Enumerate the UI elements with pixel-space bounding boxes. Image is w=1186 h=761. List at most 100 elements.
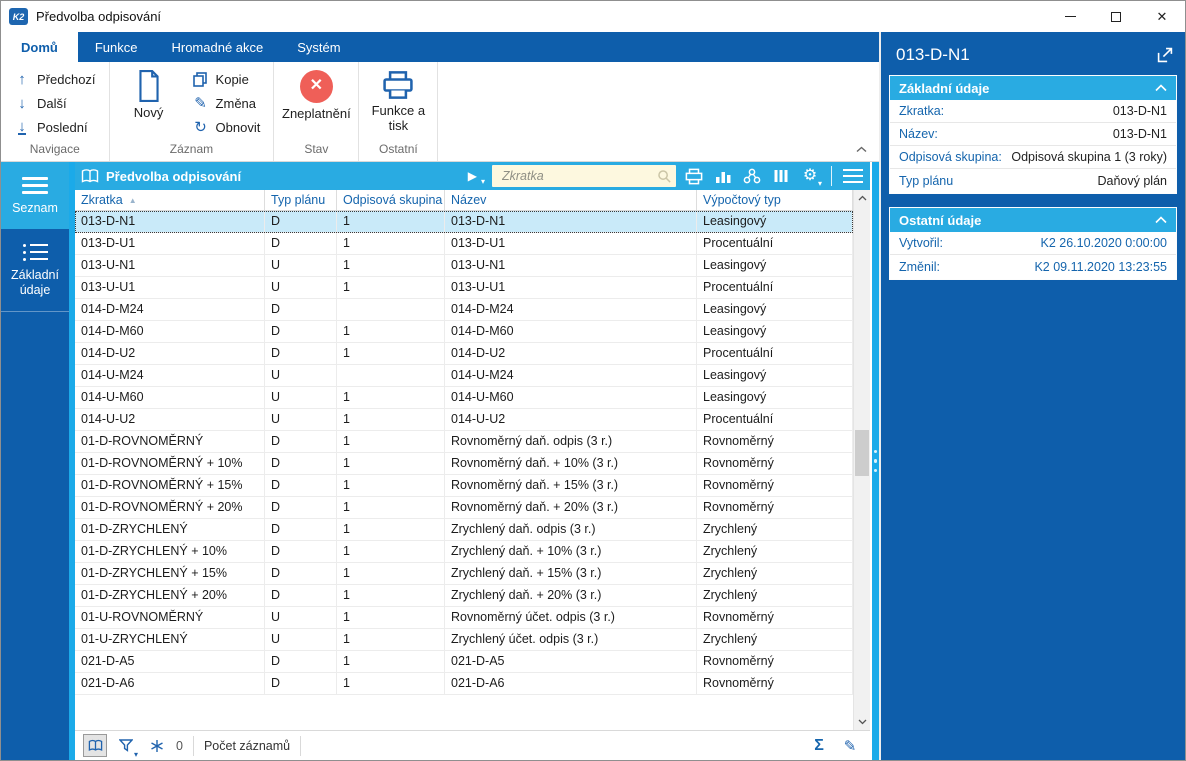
table-cell: Zrychlený — [697, 585, 853, 607]
table-cell: 01-D-ZRYCHLENÝ + 15% — [75, 563, 265, 585]
filter-button[interactable]: ▾ — [114, 734, 138, 759]
column-header-odpisova-skupina[interactable]: Odpisová skupina — [337, 190, 445, 210]
detail-field-row: Název: 013-D-N1 — [890, 123, 1176, 146]
table-row[interactable]: 01-U-ZRYCHLENÝ U 1 Zrychlený účet. odpis (3… — [75, 629, 853, 651]
table-row[interactable]: 014-U-M24 U 014-U-M24 Leasingový — [75, 365, 853, 387]
table-cell: 013-U-N1 — [75, 255, 265, 277]
minimize-button[interactable] — [1047, 1, 1093, 32]
column-header-vypoctovy-typ[interactable]: Výpočtový typ — [697, 190, 853, 210]
table-row[interactable]: 01-D-ROVNOMĚRNÝ D 1 Rovnoměrný daň. odpis (… — [75, 431, 853, 453]
table-row[interactable]: 01-U-ROVNOMĚRNÝ U 1 Rovnoměrný účet. odpis … — [75, 607, 853, 629]
workflow-button[interactable] — [741, 165, 763, 187]
list-view-icon — [4, 177, 66, 194]
columns-button[interactable] — [770, 165, 792, 187]
search-input[interactable] — [500, 168, 657, 184]
frozen-records-button[interactable] — [145, 734, 169, 757]
section-body: Zkratka: 013-D-N1 Název: 013-D-N1 Odpisová s… — [890, 100, 1176, 193]
scroll-up-button[interactable] — [854, 190, 870, 206]
table-cell: U — [265, 387, 337, 409]
column-header-typ-planu[interactable]: Typ plánu — [265, 190, 337, 210]
detail-field-row: Odpisová skupina: Odpisová skupina 1 (3 r… — [890, 146, 1176, 169]
previous-button[interactable]: ↑ Předchozí — [7, 68, 103, 91]
sum-button[interactable]: Σ — [807, 734, 831, 757]
print-grid-button[interactable] — [683, 165, 705, 187]
ribbon-collapse-button[interactable] — [856, 146, 867, 153]
table-row[interactable]: 01-D-ROVNOMĚRNÝ + 20% D 1 Rovnoměrný daň. +… — [75, 497, 853, 519]
table-cell: D — [265, 299, 337, 321]
table-row[interactable]: 01-D-ZRYCHLENÝ + 10% D 1 Zrychlený daň. + 1… — [75, 541, 853, 563]
open-in-window-button[interactable] — [1157, 47, 1173, 63]
refresh-button[interactable]: ↻ Obnovit — [186, 116, 268, 139]
sidebar-item-zakladni-udaje[interactable]: Základní údaje — [1, 229, 69, 312]
table-row[interactable]: 01-D-ROVNOMĚRNÝ + 15% D 1 Rovnoměrný daň. +… — [75, 475, 853, 497]
table-cell: 1 — [337, 673, 445, 695]
quick-filter-play-button[interactable]: ▶ ▾ — [466, 169, 485, 186]
scroll-down-button[interactable] — [854, 714, 870, 730]
sidebar-item-seznam[interactable]: Seznam — [1, 162, 69, 229]
table-row[interactable]: 013-U-N1 U 1 013-U-N1 Leasingový — [75, 255, 853, 277]
field-label: Zkratka: — [899, 104, 945, 118]
table-row[interactable]: 013-D-U1 D 1 013-D-U1 Procentuální — [75, 233, 853, 255]
tab-domu[interactable]: Domů — [1, 32, 78, 62]
table-row[interactable]: 013-U-U1 U 1 013-U-U1 Procentuální — [75, 277, 853, 299]
grid-menu-button[interactable] — [842, 165, 864, 187]
functions-print-button[interactable]: Funkce a tisk — [363, 65, 433, 141]
tab-hromadne-akce[interactable]: Hromadné akce — [171, 39, 264, 55]
edit-button[interactable]: ✎ Změna — [186, 92, 268, 115]
edit-mode-button[interactable]: ✎ — [838, 734, 862, 757]
caret-down-icon: ▾ — [817, 179, 822, 188]
scrollbar-track[interactable] — [854, 206, 870, 714]
sidebar-splitter[interactable] — [69, 162, 75, 760]
table-row[interactable]: 014-D-M60 D 1 014-D-M60 Leasingový — [75, 321, 853, 343]
table-row[interactable]: 014-D-M24 D 014-D-M24 Leasingový — [75, 299, 853, 321]
table-row[interactable]: 014-U-U2 U 1 014-U-U2 Procentuální — [75, 409, 853, 431]
close-button[interactable]: ✕ — [1139, 1, 1185, 32]
copy-label: Kopie — [215, 71, 249, 87]
invalidate-button[interactable]: ✕ Zneplatnění — [278, 65, 354, 141]
tab-system[interactable]: Systém — [297, 39, 341, 55]
chart-button[interactable] — [712, 165, 734, 187]
table-row[interactable]: 01-D-ZRYCHLENÝ D 1 Zrychlený daň. odpis (3 … — [75, 519, 853, 541]
field-value: 013-D-N1 — [1112, 127, 1167, 141]
table-row[interactable]: 01-D-ZRYCHLENÝ + 20% D 1 Zrychlený daň. + 2… — [75, 585, 853, 607]
column-header-zkratka[interactable]: Zkratka ▲ — [75, 190, 265, 210]
table-row[interactable]: 021-D-A6 D 1 021-D-A6 Rovnoměrný — [75, 673, 853, 695]
tab-funkce[interactable]: Funkce — [94, 39, 138, 55]
table-cell: D — [265, 475, 337, 497]
table-row[interactable]: 01-D-ROVNOMĚRNÝ + 10% D 1 Rovnoměrný daň. +… — [75, 453, 853, 475]
window-controls: ✕ — [1047, 1, 1185, 32]
new-button[interactable]: Nový — [114, 65, 184, 141]
maximize-button[interactable] — [1093, 1, 1139, 32]
table-row[interactable]: 013-D-N1 D 1 013-D-N1 Leasingový — [75, 211, 853, 233]
table-cell: 014-U-U2 — [75, 409, 265, 431]
settings-button[interactable]: ⚙ ▾ — [799, 165, 822, 189]
table-cell: Rovnoměrný — [697, 651, 853, 673]
next-button[interactable]: ↓ Další — [7, 92, 103, 115]
search-box[interactable] — [492, 165, 676, 187]
table-cell: 014-D-U2 — [75, 343, 265, 365]
copy-button[interactable]: Kopie — [186, 68, 268, 91]
main-column: Domů Funkce Hromadné akce Systém ↑ Předc… — [1, 32, 879, 760]
new-document-icon — [138, 70, 159, 102]
table-cell: 014-D-M60 — [445, 321, 697, 343]
copy-icon — [192, 71, 209, 87]
table-row[interactable]: 014-D-U2 D 1 014-D-U2 Procentuální — [75, 343, 853, 365]
table-cell — [337, 299, 445, 321]
book-view-button[interactable] — [83, 734, 107, 757]
column-header-nazev[interactable]: Název — [445, 190, 697, 210]
section-header[interactable]: Ostatní údaje — [890, 208, 1176, 232]
last-button[interactable]: ↓ Poslední — [7, 116, 103, 139]
table-cell: 014-U-M60 — [75, 387, 265, 409]
status-bar: ▾ 0 — [75, 730, 870, 760]
field-value: K2 26.10.2020 0:00:00 — [1040, 236, 1167, 250]
vertical-scrollbar[interactable] — [853, 190, 870, 730]
panel-splitter[interactable] — [870, 162, 879, 760]
table-row[interactable]: 014-U-M60 U 1 014-U-M60 Leasingový — [75, 387, 853, 409]
group-label-ostatni: Ostatní — [379, 142, 418, 156]
table-row[interactable]: 01-D-ZRYCHLENÝ + 15% D 1 Zrychlený daň. + 1… — [75, 563, 853, 585]
table-row[interactable]: 021-D-A5 D 1 021-D-A5 Rovnoměrný — [75, 651, 853, 673]
table-cell: 021-D-A6 — [75, 673, 265, 695]
scrollbar-thumb[interactable] — [855, 429, 869, 476]
section-header[interactable]: Základní údaje — [890, 76, 1176, 100]
